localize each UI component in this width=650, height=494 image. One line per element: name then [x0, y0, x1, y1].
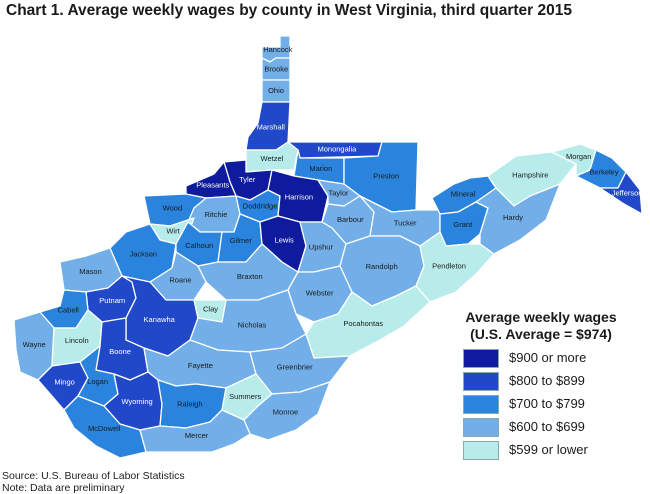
county-label: Hampshire [512, 170, 548, 179]
chart-title: Chart 1. Average weekly wages by county … [6, 2, 572, 19]
county-label: Wyoming [121, 397, 152, 406]
county-label: Taylor [328, 188, 349, 197]
source-note: Source: U.S. Bureau of Labor Statistics [2, 470, 185, 482]
county-label: Pocahontas [343, 319, 383, 328]
county-pendleton [415, 231, 495, 303]
county-mercer [139, 409, 251, 453]
county-label: Marshall [257, 122, 286, 131]
county-label: Webster [306, 288, 334, 297]
legend-item: $800 to $899 [446, 370, 636, 392]
county-label: Berkeley [589, 167, 618, 176]
county-label: Putnam [99, 296, 125, 305]
county-label: Ritchie [205, 210, 228, 219]
legend-title-line1: Average weekly wages [465, 309, 617, 325]
county-label: Brooke [264, 64, 288, 73]
county-label: Mineral [451, 190, 476, 199]
county-label: Clay [203, 305, 218, 314]
county-label: Summers [229, 392, 261, 401]
county-label: Jefferson [612, 189, 643, 198]
legend-label: $599 or lower [509, 442, 588, 457]
county-label: Upshur [309, 243, 334, 252]
county-label: Marion [309, 164, 332, 173]
county-label: Logan [87, 377, 108, 386]
county-label: Barbour [337, 215, 364, 224]
county-label: Pendleton [432, 262, 466, 271]
county-labels: Hancock Brooke Ohio Marshall Wetzel Monongali… [23, 45, 643, 440]
county-label: Braxton [237, 272, 263, 281]
county-label: Lincoln [65, 336, 89, 345]
county-label: Tyler [239, 175, 256, 184]
county-label: Lewis [275, 235, 294, 244]
county-label: Hardy [503, 213, 523, 222]
legend-item: $700 to $799 [446, 393, 636, 415]
legend-swatch [463, 441, 499, 460]
county-label: Monongalia [318, 144, 358, 153]
legend: Average weekly wages (U.S. Average = $97… [446, 309, 636, 461]
county-jefferson [599, 171, 643, 215]
legend-label: $600 to $699 [509, 419, 585, 434]
county-label: Tucker [394, 219, 417, 228]
legend-label: $800 to $899 [509, 373, 585, 388]
county-label: Harrison [285, 192, 313, 201]
county-label: Wirt [166, 226, 180, 235]
county-label: Raleigh [177, 399, 202, 408]
legend-title-line2: (U.S. Average = $974) [470, 326, 612, 342]
county-label: Randolph [366, 262, 398, 271]
county-label: Monroe [273, 407, 298, 416]
county-label: Doddridge [243, 201, 278, 210]
county-label: Preston [373, 171, 399, 180]
legend-items: $900 or more $800 to $899 $700 to $799 $… [446, 347, 636, 461]
county-label: Roane [169, 276, 191, 285]
county-label: Mason [79, 267, 102, 276]
county-label: Grant [453, 220, 473, 229]
county-label: Hancock [263, 45, 292, 54]
legend-title: Average weekly wages (U.S. Average = $97… [446, 309, 636, 343]
county-label: Pleasants [196, 181, 229, 190]
county-label: Greenbrier [277, 363, 313, 372]
county-label: Wood [163, 203, 182, 212]
county-label: Boone [109, 347, 131, 356]
county-label: Fayette [188, 361, 213, 370]
legend-label: $900 or more [509, 350, 587, 365]
legend-swatch [463, 372, 499, 391]
legend-swatch [463, 418, 499, 437]
county-hardy [475, 183, 561, 255]
legend-swatch [463, 395, 499, 414]
county-label: Kanawha [144, 315, 176, 324]
county-monongalia [287, 141, 383, 159]
county-label: Mingo [54, 377, 74, 386]
county-label: Wayne [23, 340, 46, 349]
county-label: Wetzel [261, 154, 284, 163]
legend-item: $600 to $699 [446, 416, 636, 438]
county-label: Cabell [58, 305, 80, 314]
legend-label: $700 to $799 [509, 396, 585, 411]
county-label: Jackson [129, 249, 157, 258]
preliminary-note: Note: Data are preliminary [2, 482, 125, 494]
county-label: McDowell [88, 424, 121, 433]
county-label: Mercer [185, 431, 209, 440]
legend-item: $599 or lower [446, 439, 636, 461]
legend-swatch [463, 349, 499, 368]
county-label: Nicholas [238, 321, 267, 330]
legend-item: $900 or more [446, 347, 636, 369]
county-label: Ohio [268, 86, 284, 95]
county-label: Morgan [566, 152, 591, 161]
county-label: Gilmer [230, 236, 253, 245]
county-label: Calhoun [185, 241, 213, 250]
